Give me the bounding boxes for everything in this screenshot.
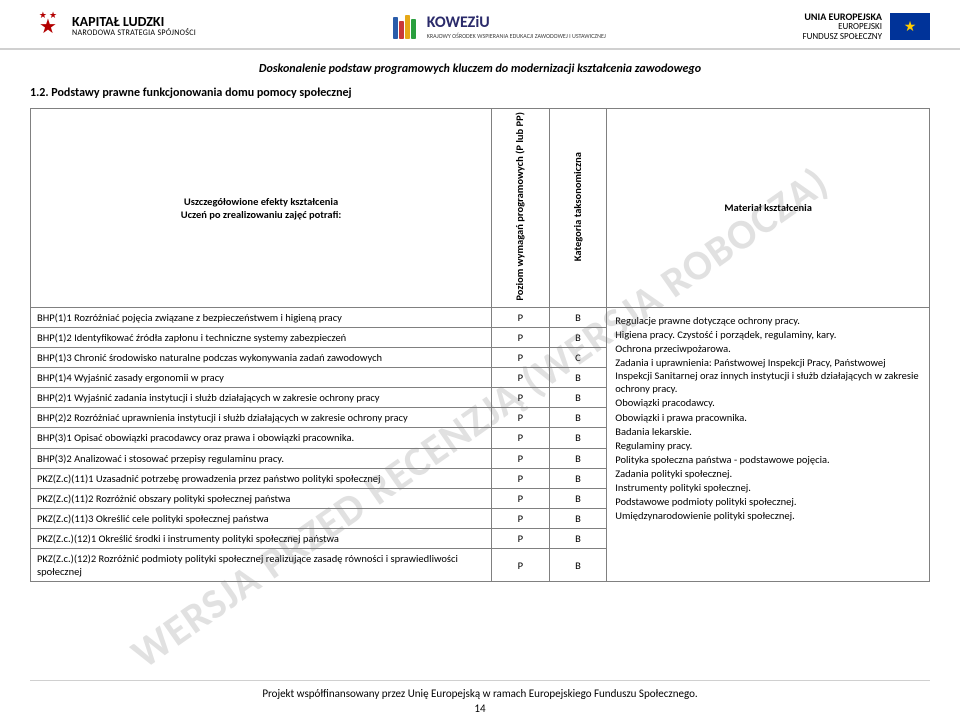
cell-poziom: P — [492, 508, 550, 528]
cell-poziom: P — [492, 368, 550, 388]
logo-koweziu: KOWEZiU KRAJOWY OŚRODEK WSPIERANIA EDUKA… — [393, 13, 606, 40]
cell-kategoria: B — [549, 428, 607, 448]
cell-poziom: P — [492, 347, 550, 367]
material-item: Regulacje prawne dotyczące ochrony pracy… — [615, 314, 921, 327]
cell-poziom: P — [492, 307, 550, 327]
cell-poziom: P — [492, 529, 550, 549]
cell-efekt: PKZ(Z.c.)(12)2 Rozróżnić podmioty polity… — [31, 549, 492, 582]
material-item: Regulaminy pracy. — [615, 439, 921, 452]
th-material: Materiał kształcenia — [607, 109, 930, 308]
cell-material: Regulacje prawne dotyczące ochrony pracy… — [607, 307, 930, 582]
th-poziom-label: Poziom wymagań programowych (P lub PP) — [514, 112, 527, 301]
logo-kapital-ludzki: ★★ ★ KAPITAŁ LUDZKI NARODOWA STRATEGIA S… — [30, 8, 196, 44]
logo-eu: UNIA EUROPEJSKA EUROPEJSKI FUNDUSZ SPOŁE… — [802, 11, 930, 42]
cell-poziom: P — [492, 488, 550, 508]
cell-poziom: P — [492, 468, 550, 488]
material-item: Zadania polityki społecznej. — [615, 467, 921, 480]
cell-poziom: P — [492, 327, 550, 347]
cell-poziom: P — [492, 549, 550, 582]
th-efekty-line1: Uszczegółowione efekty kształcenia — [37, 195, 485, 208]
cell-efekt: PKZ(Z.c)(11)2 Rozróżnić obszary polityki… — [31, 488, 492, 508]
material-item: Higiena pracy. Czystość i porządek, regu… — [615, 328, 921, 341]
th-poziom: Poziom wymagań programowych (P lub PP) — [492, 109, 550, 308]
cell-kategoria: B — [549, 508, 607, 528]
section-title: 1.2. Podstawy prawne funkcjonowania domu… — [0, 82, 960, 104]
kapital-star-icon: ★★ ★ — [30, 8, 66, 44]
th-efekty-line2: Uczeń po zrealizowaniu zajęć potrafi: — [37, 208, 485, 221]
cell-efekt: BHP(2)1 Wyjaśnić zadania instytucji i sł… — [31, 388, 492, 408]
cell-kategoria: B — [549, 388, 607, 408]
eu-text: UNIA EUROPEJSKA EUROPEJSKI FUNDUSZ SPOŁE… — [802, 11, 882, 42]
footer-page: 14 — [0, 702, 960, 715]
cell-kategoria: B — [549, 468, 607, 488]
cell-efekt: PKZ(Z.c)(11)1 Uzasadnić potrzebę prowadz… — [31, 468, 492, 488]
cell-poziom: P — [492, 428, 550, 448]
cell-efekt: BHP(1)3 Chronić środowisko naturalne pod… — [31, 347, 492, 367]
table-row: BHP(1)1 Rozróżniać pojęcia związane z be… — [31, 307, 930, 327]
project-banner: Doskonalenie podstaw programowych klucze… — [0, 50, 960, 82]
material-item: Podstawowe podmioty polityki społecznej. — [615, 495, 921, 508]
cell-kategoria: B — [549, 549, 607, 582]
cell-efekt: BHP(2)2 Rozróżniać uprawnienia instytucj… — [31, 408, 492, 428]
curriculum-table: Uszczegółowione efekty kształcenia Uczeń… — [30, 108, 930, 582]
cell-kategoria: B — [549, 488, 607, 508]
cell-kategoria: B — [549, 408, 607, 428]
eu-line1: UNIA EUROPEJSKA — [802, 11, 882, 22]
cell-efekt: PKZ(Z.c.)(12)1 Określić środki i instrum… — [31, 529, 492, 549]
th-efekty: Uszczegółowione efekty kształcenia Uczeń… — [31, 109, 492, 308]
cell-poziom: P — [492, 388, 550, 408]
th-material-label: Materiał kształcenia — [724, 201, 812, 214]
cell-kategoria: B — [549, 529, 607, 549]
material-item: Instrumenty polityki społecznej. — [615, 481, 921, 494]
koweziu-brand: KOWEZiU — [427, 13, 606, 32]
th-kategoria-label: Kategoria taksonomiczna — [572, 152, 585, 261]
material-item: Badania lekarskie. — [615, 425, 921, 438]
material-item: Obowiązki i prawa pracownika. — [615, 411, 921, 424]
th-kategoria: Kategoria taksonomiczna — [549, 109, 607, 308]
kapital-line1: KAPITAŁ LUDZKI — [72, 14, 196, 29]
cell-efekt: BHP(1)4 Wyjaśnić zasady ergonomii w prac… — [31, 368, 492, 388]
material-item: Obowiązki pracodawcy. — [615, 396, 921, 409]
footer: Projekt współfinansowany przez Unię Euro… — [0, 680, 960, 715]
header-logos: ★★ ★ KAPITAŁ LUDZKI NARODOWA STRATEGIA S… — [0, 0, 960, 50]
cell-efekt: BHP(1)2 Identyfikować źródła zapłonu i t… — [31, 327, 492, 347]
cell-poziom: P — [492, 408, 550, 428]
kapital-ludzki-text: KAPITAŁ LUDZKI NARODOWA STRATEGIA SPÓJNO… — [72, 14, 196, 38]
koweziu-icon: KOWEZiU KRAJOWY OŚRODEK WSPIERANIA EDUKA… — [393, 13, 606, 40]
cell-kategoria: C — [549, 347, 607, 367]
cell-efekt: BHP(3)2 Analizować i stosować przepisy r… — [31, 448, 492, 468]
material-item: Zadania i uprawnienia: Państwowej Inspek… — [615, 356, 921, 395]
cell-poziom: P — [492, 448, 550, 468]
eu-line3: FUNDUSZ SPOŁECZNY — [802, 32, 882, 42]
cell-kategoria: B — [549, 307, 607, 327]
cell-efekt: BHP(3)1 Opisać obowiązki pracodawcy oraz… — [31, 428, 492, 448]
cell-kategoria: B — [549, 368, 607, 388]
eu-flag-icon: ★ — [890, 13, 930, 40]
cell-kategoria: B — [549, 448, 607, 468]
material-item: Umiędzynarodowienie polityki społecznej. — [615, 509, 921, 522]
material-item: Ochrona przeciwpożarowa. — [615, 342, 921, 355]
cell-kategoria: B — [549, 327, 607, 347]
table-header-row: Uszczegółowione efekty kształcenia Uczeń… — [31, 109, 930, 308]
koweziu-sub: KRAJOWY OŚRODEK WSPIERANIA EDUKACJI ZAWO… — [427, 32, 606, 40]
cell-efekt: PKZ(Z.c)(11)3 Określić cele polityki spo… — [31, 508, 492, 528]
kapital-line2: NARODOWA STRATEGIA SPÓJNOŚCI — [72, 29, 196, 38]
footer-line1: Projekt współfinansowany przez Unię Euro… — [30, 680, 930, 700]
material-item: Polityka społeczna państwa - podstawowe … — [615, 453, 921, 466]
cell-efekt: BHP(1)1 Rozróżniać pojęcia związane z be… — [31, 307, 492, 327]
